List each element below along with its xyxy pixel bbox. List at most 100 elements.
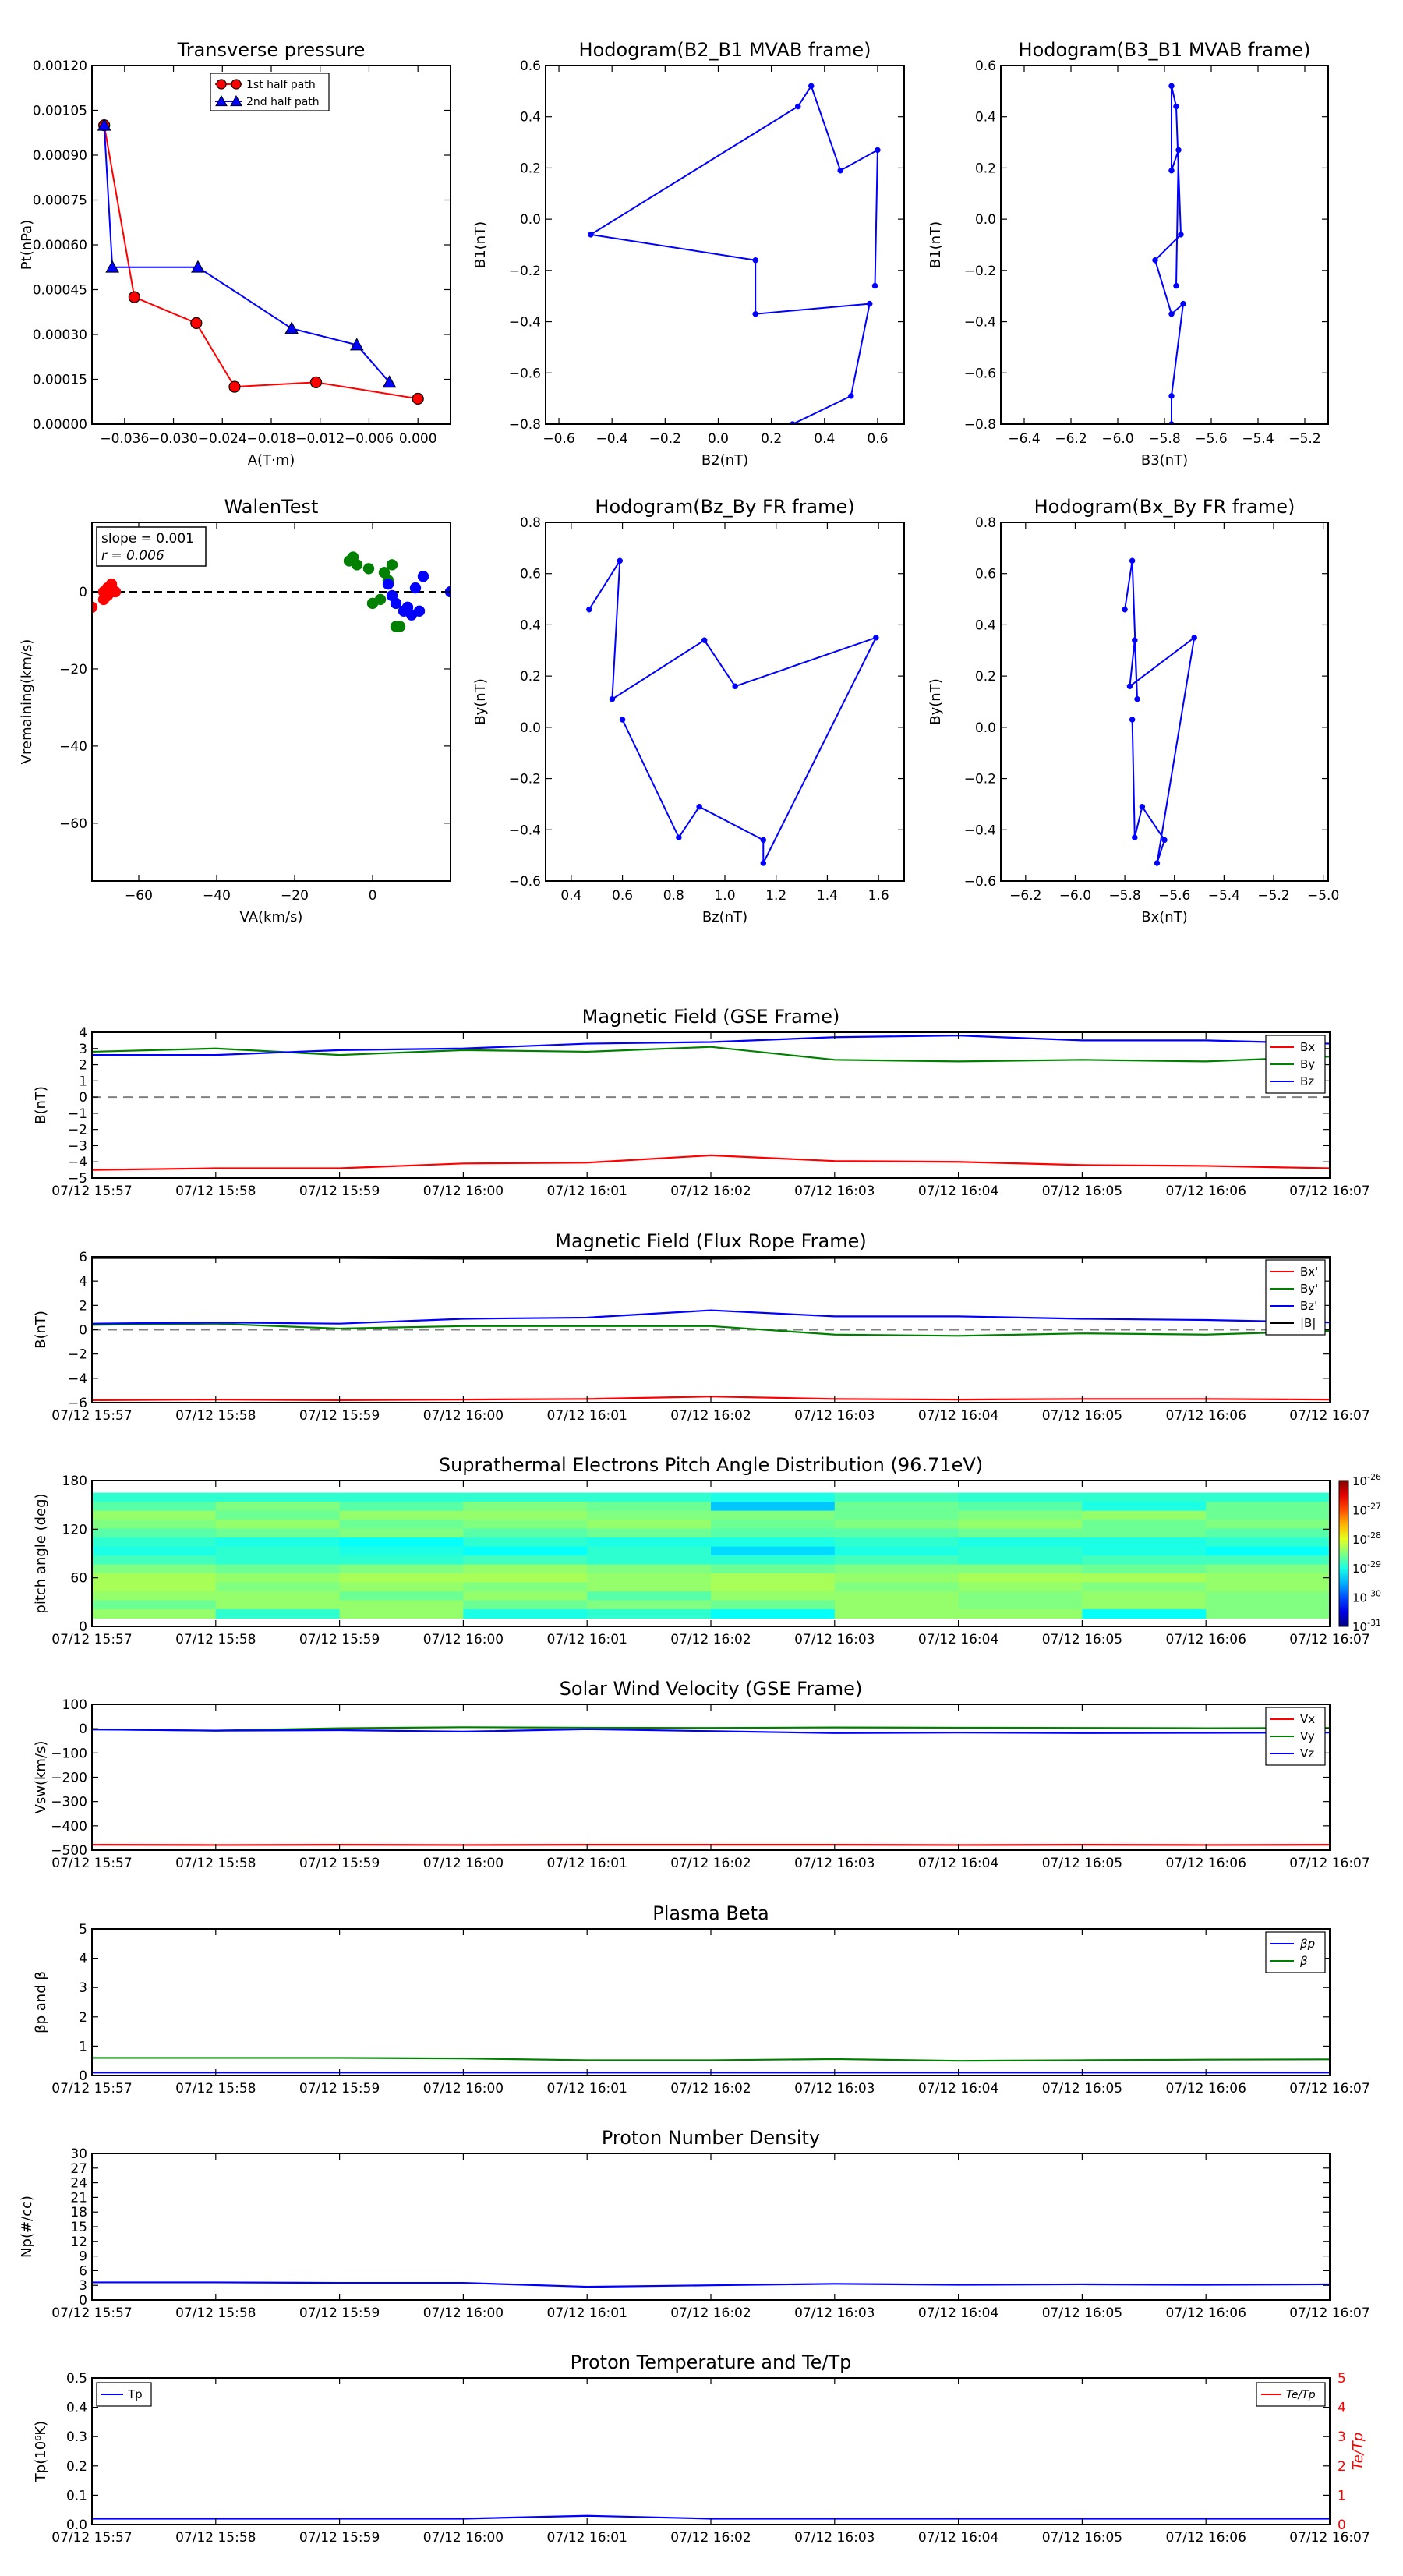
- heatmap-cell: [216, 1609, 340, 1619]
- y-tick-label: −0.2: [509, 264, 541, 279]
- heatmap-cell: [92, 1591, 216, 1601]
- x-tick-label: 07/12 15:57: [51, 2530, 132, 2546]
- x-tick-label: 0.6: [867, 431, 888, 447]
- heatmap-cell: [711, 1591, 835, 1601]
- x-tick-label: 0.8: [663, 888, 684, 904]
- y-axis-label: Np(#/cc): [19, 2196, 35, 2258]
- y-tick-label: 0.6: [975, 58, 996, 74]
- x-tick-label: 07/12 16:02: [670, 2081, 751, 2097]
- colorbar-tick-label: 10-26: [1352, 1472, 1381, 1488]
- heatmap-cell: [587, 1573, 711, 1583]
- y2-tick-label: 3: [1338, 2429, 1346, 2445]
- heatmap-cell: [959, 1555, 1083, 1565]
- legend-label: Tp: [127, 2387, 143, 2401]
- heatmap-cell: [1082, 1573, 1206, 1583]
- data-point: [1192, 635, 1197, 640]
- y-tick-label: 5: [79, 1922, 87, 1937]
- x-tick-label: 07/12 16:07: [1289, 2305, 1369, 2321]
- x-tick-label: 07/12 15:59: [299, 1408, 380, 1424]
- heatmap-cell: [92, 1511, 216, 1520]
- series-line: [104, 126, 390, 383]
- heatmap-cell: [711, 1547, 835, 1556]
- heatmap-cell: [92, 1493, 216, 1502]
- x-tick-label: 07/12 15:59: [299, 2081, 380, 2097]
- x-tick-label: 07/12 16:01: [547, 2081, 627, 2097]
- plot-data: [92, 2516, 1330, 2519]
- y-axis-label: Vremaining(km/s): [19, 639, 35, 765]
- y-axis-label: By(nT): [472, 678, 489, 724]
- heatmap-cell: [463, 1565, 587, 1574]
- x-tick-label: 07/12 16:06: [1166, 2530, 1246, 2546]
- heatmap-cell: [835, 1502, 959, 1511]
- data-point: [1122, 607, 1128, 612]
- data-point: [1179, 232, 1184, 237]
- y-tick-label: 0.2: [66, 2459, 87, 2475]
- x-tick-label: 07/12 15:58: [175, 1408, 256, 1424]
- heatmap-cell: [587, 1502, 711, 1511]
- heatmap-cell: [216, 1565, 340, 1574]
- y2-tick-label: 4: [1338, 2401, 1346, 2416]
- y-tick-label: 0: [79, 1323, 87, 1339]
- x-tick-label: −0.012: [295, 431, 345, 447]
- y-tick-label: −0.6: [964, 874, 996, 890]
- x-tick-label: −0.024: [198, 431, 247, 447]
- legend-label: Te/Tp: [1286, 2389, 1316, 2401]
- plot-border: [92, 2378, 1330, 2525]
- x-tick-label: 07/12 16:02: [670, 2305, 751, 2321]
- legend-label: Bz: [1300, 1074, 1314, 1088]
- y-tick-label: 0.00060: [33, 238, 87, 253]
- panel-walen: WalenTest−60−40−200Vremaining(km/s)−60−4…: [19, 496, 456, 925]
- y-tick-label: 0.00090: [33, 148, 87, 164]
- panel-title: Suprathermal Electrons Pitch Angle Distr…: [439, 1454, 983, 1476]
- y-tick-label: −0.8: [964, 417, 996, 433]
- heatmap-cell: [463, 1601, 587, 1610]
- data-point: [129, 292, 140, 303]
- panel-title: Proton Temperature and Te/Tp: [571, 2351, 852, 2373]
- heatmap-cell: [835, 1601, 959, 1610]
- y-tick-label: 3: [79, 2278, 87, 2294]
- data-point: [1169, 168, 1175, 173]
- heatmap-cell: [92, 1601, 216, 1610]
- data-point: [753, 257, 758, 263]
- y-tick-label: −2: [68, 1347, 87, 1363]
- legend-label: 1st half path: [246, 79, 316, 91]
- y2-tick-label: 2: [1338, 2459, 1346, 2475]
- x-tick-label: 07/12 16:03: [794, 2081, 875, 2097]
- y-axis-label: B(nT): [33, 1086, 49, 1124]
- heatmap-cell: [340, 1573, 464, 1583]
- heatmap-cell: [587, 1555, 711, 1565]
- x-tick-label: 07/12 16:02: [670, 1632, 751, 1647]
- x-tick-label: 1.2: [765, 888, 786, 904]
- plot-data: [92, 1258, 1330, 1400]
- panel-tp: Transverse pressure0.000000.000150.00030…: [19, 39, 451, 469]
- x-tick-label: 07/12 16:07: [1289, 1408, 1369, 1424]
- y-tick-label: 0.4: [520, 110, 541, 126]
- data-point: [387, 559, 398, 570]
- heatmap-cell: [1082, 1511, 1206, 1520]
- data-point: [1132, 638, 1137, 643]
- data-point: [191, 317, 202, 328]
- panel-title: Proton Number Density: [602, 2127, 820, 2149]
- heatmap-cell: [835, 1520, 959, 1529]
- stats-r: r = 0.006: [101, 548, 164, 564]
- x-tick-label: −0.030: [149, 431, 198, 447]
- legend-left: Tp: [97, 2383, 151, 2406]
- heatmap-cell: [463, 1493, 587, 1502]
- x-tick-label: 07/12 15:58: [175, 1856, 256, 1871]
- x-tick-label: 07/12 16:02: [670, 1184, 751, 1199]
- heatmap-cell: [959, 1547, 1083, 1556]
- legend: βpβ: [1266, 1932, 1325, 1973]
- series-1: [1122, 558, 1197, 866]
- heatmap-cell: [340, 1537, 464, 1547]
- heatmap-cell: [1082, 1493, 1206, 1502]
- legend-label: Vy: [1300, 1729, 1315, 1743]
- x-tick-label: −5.2: [1288, 431, 1320, 447]
- x-tick-label: 07/12 16:06: [1166, 1856, 1246, 1871]
- x-axis-label: B3(nT): [1141, 452, 1188, 469]
- heatmap-cell: [835, 1537, 959, 1547]
- y-tick-label: −0.6: [509, 366, 541, 381]
- y-tick-label: 6: [79, 1250, 87, 1265]
- data-point: [1129, 558, 1135, 564]
